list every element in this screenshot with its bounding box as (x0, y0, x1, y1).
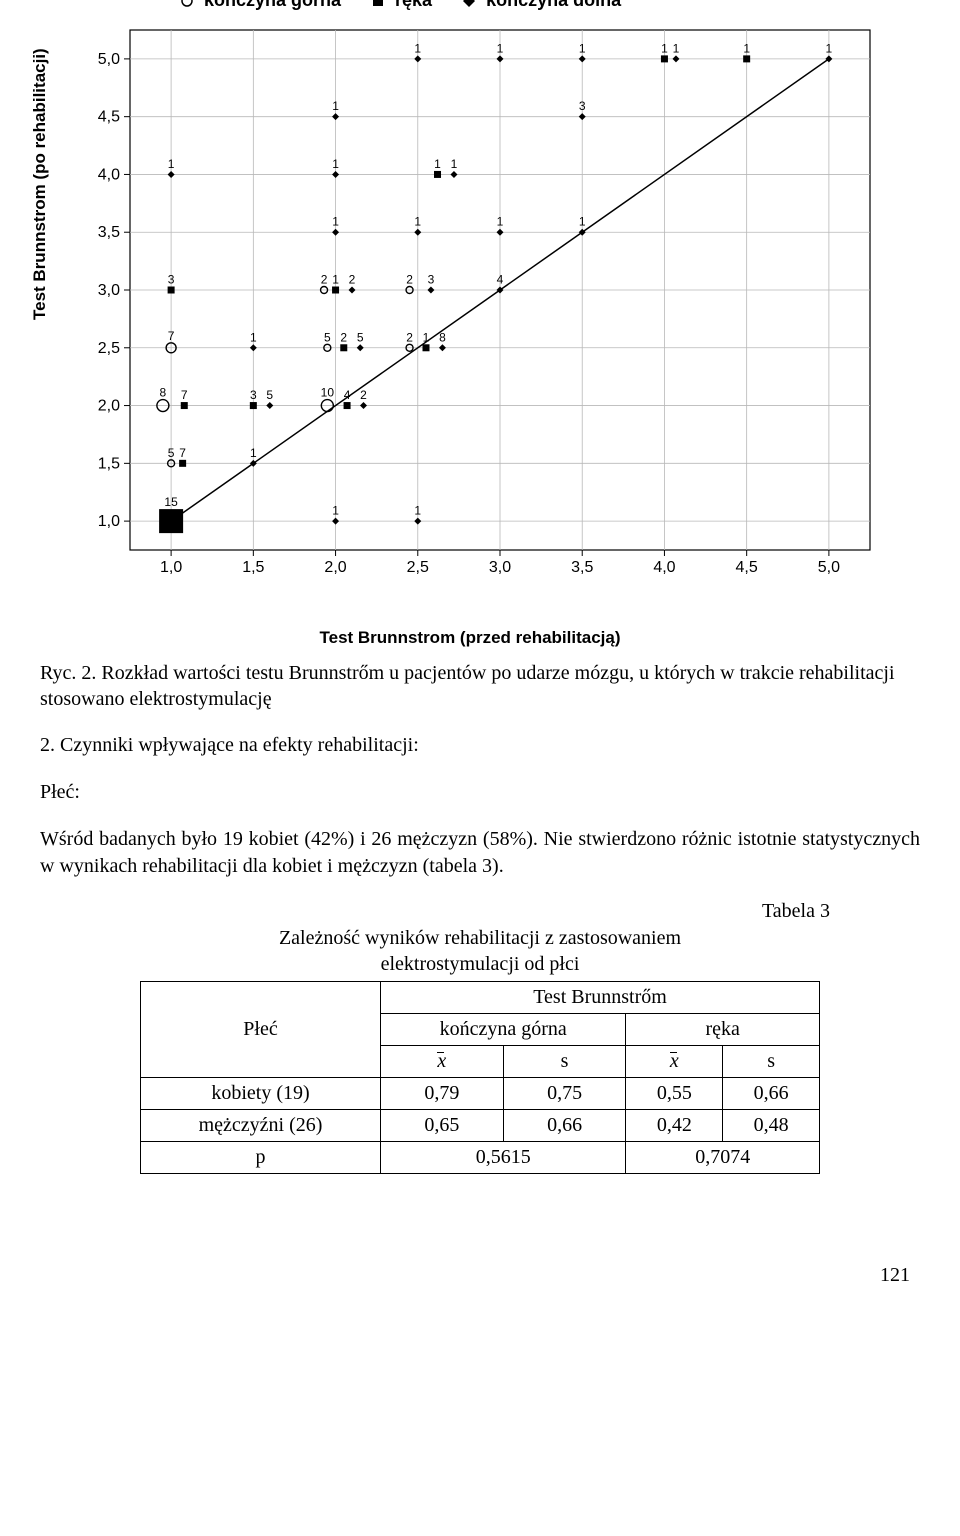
svg-text:8: 8 (160, 386, 167, 400)
svg-text:7: 7 (168, 329, 175, 343)
svg-text:3,5: 3,5 (571, 559, 593, 576)
legend-item-reka: ręka (395, 0, 432, 11)
svg-text:1: 1 (168, 157, 175, 171)
svg-text:1: 1 (250, 330, 257, 344)
svg-text:1,0: 1,0 (160, 559, 182, 576)
scatter-chart: kończyna górna ręka kończyna dolna 1,01,… (60, 20, 880, 620)
svg-text:4,0: 4,0 (98, 166, 120, 183)
col-reka: ręka (626, 1014, 820, 1046)
svg-text:2: 2 (349, 273, 356, 287)
stat-s-2: s (723, 1046, 820, 1078)
svg-text:2,0: 2,0 (324, 559, 346, 576)
svg-text:4,5: 4,5 (98, 109, 120, 126)
table-title: Zależność wyników rehabilitacji z zastos… (40, 925, 920, 977)
svg-text:1: 1 (451, 157, 458, 171)
svg-text:1: 1 (673, 41, 680, 55)
svg-text:2: 2 (340, 330, 347, 344)
svg-text:4,0: 4,0 (653, 559, 675, 576)
col-test: Test Brunnstrőm (381, 982, 820, 1014)
chart-legend: kończyna górna ręka kończyna dolna (180, 0, 621, 11)
svg-text:3,5: 3,5 (98, 224, 120, 241)
section-heading: 2. Czynniki wpływające na efekty rehabil… (40, 732, 920, 759)
svg-text:1: 1 (414, 41, 421, 55)
section-sub: Płeć: (40, 779, 920, 806)
table-label: Tabela 3 (40, 900, 920, 923)
svg-text:4,5: 4,5 (736, 559, 758, 576)
svg-text:5: 5 (266, 388, 273, 402)
svg-text:1,0: 1,0 (98, 513, 120, 530)
svg-text:7: 7 (179, 446, 186, 460)
svg-text:1: 1 (434, 157, 441, 171)
stat-xbar-1: x (381, 1046, 504, 1078)
col-plec: Płeć (141, 982, 381, 1078)
caption-lead: Ryc. 2. (40, 662, 96, 684)
row2-label: mężczyźni (26) (141, 1110, 381, 1142)
svg-text:5: 5 (357, 330, 364, 344)
svg-text:1: 1 (497, 41, 504, 55)
svg-text:2: 2 (321, 273, 328, 287)
svg-text:2,5: 2,5 (407, 559, 429, 576)
svg-text:7: 7 (181, 388, 188, 402)
svg-text:10: 10 (321, 386, 335, 400)
svg-text:5: 5 (168, 446, 175, 460)
svg-text:3: 3 (168, 273, 175, 287)
x-axis-label: Test Brunnstrom (przed rehabilitacją) (319, 628, 620, 648)
section-para: Wśród badanych było 19 kobiet (42%) i 26… (40, 826, 920, 880)
p-label: p (141, 1142, 381, 1174)
stat-s-1: s (503, 1046, 626, 1078)
svg-text:1: 1 (423, 330, 430, 344)
svg-text:1: 1 (414, 504, 421, 518)
svg-text:2: 2 (406, 330, 413, 344)
row1-label: kobiety (19) (141, 1078, 381, 1110)
figure-caption: Ryc. 2. Rozkład wartości testu Brunnstrő… (40, 660, 920, 712)
svg-text:5,0: 5,0 (98, 51, 120, 68)
svg-text:1: 1 (497, 215, 504, 229)
svg-text:2,0: 2,0 (98, 398, 120, 415)
legend-item-dolna: kończyna dolna (486, 0, 621, 11)
svg-text:3: 3 (250, 388, 257, 402)
results-table: Płeć Test Brunnstrőm kończyna górna ręka… (140, 981, 820, 1174)
svg-text:5,0: 5,0 (818, 559, 840, 576)
stat-xbar-2: x (626, 1046, 723, 1078)
svg-text:1: 1 (332, 215, 339, 229)
svg-text:2,5: 2,5 (98, 340, 120, 357)
svg-text:1: 1 (579, 215, 586, 229)
svg-text:8: 8 (439, 330, 446, 344)
svg-text:3: 3 (579, 99, 586, 113)
svg-text:1: 1 (332, 504, 339, 518)
svg-text:4: 4 (344, 388, 351, 402)
svg-text:1: 1 (743, 41, 750, 55)
caption-text: Rozkład wartości testu Brunnstrőm u pacj… (40, 662, 895, 710)
svg-text:1: 1 (250, 446, 257, 460)
col-gorna: kończyna górna (381, 1014, 626, 1046)
legend-item-gorna: kończyna górna (204, 0, 341, 11)
page-number: 121 (40, 1264, 920, 1287)
svg-text:4: 4 (497, 273, 504, 287)
svg-text:1: 1 (414, 215, 421, 229)
svg-text:2: 2 (406, 273, 413, 287)
y-axis-label: Test Brunnstrom (po rehabilitacji) (30, 48, 50, 320)
svg-text:1: 1 (332, 99, 339, 113)
svg-text:1: 1 (661, 41, 668, 55)
svg-text:1: 1 (826, 41, 833, 55)
svg-text:5: 5 (324, 330, 331, 344)
chart-svg: 1,0 1,0 1,5 1,5 2,0 2,0 2,5 2,5 3,0 3,0 3,5 3,5 4,0 4… (60, 20, 880, 620)
svg-text:1,5: 1,5 (242, 559, 264, 576)
svg-text:2: 2 (360, 388, 367, 402)
svg-text:3: 3 (428, 273, 435, 287)
svg-text:1: 1 (579, 41, 586, 55)
svg-text:3,0: 3,0 (98, 282, 120, 299)
svg-text:15: 15 (164, 495, 178, 509)
svg-text:1,5: 1,5 (98, 455, 120, 472)
svg-text:1: 1 (332, 157, 339, 171)
svg-text:3,0: 3,0 (489, 559, 511, 576)
svg-text:1: 1 (332, 273, 339, 287)
